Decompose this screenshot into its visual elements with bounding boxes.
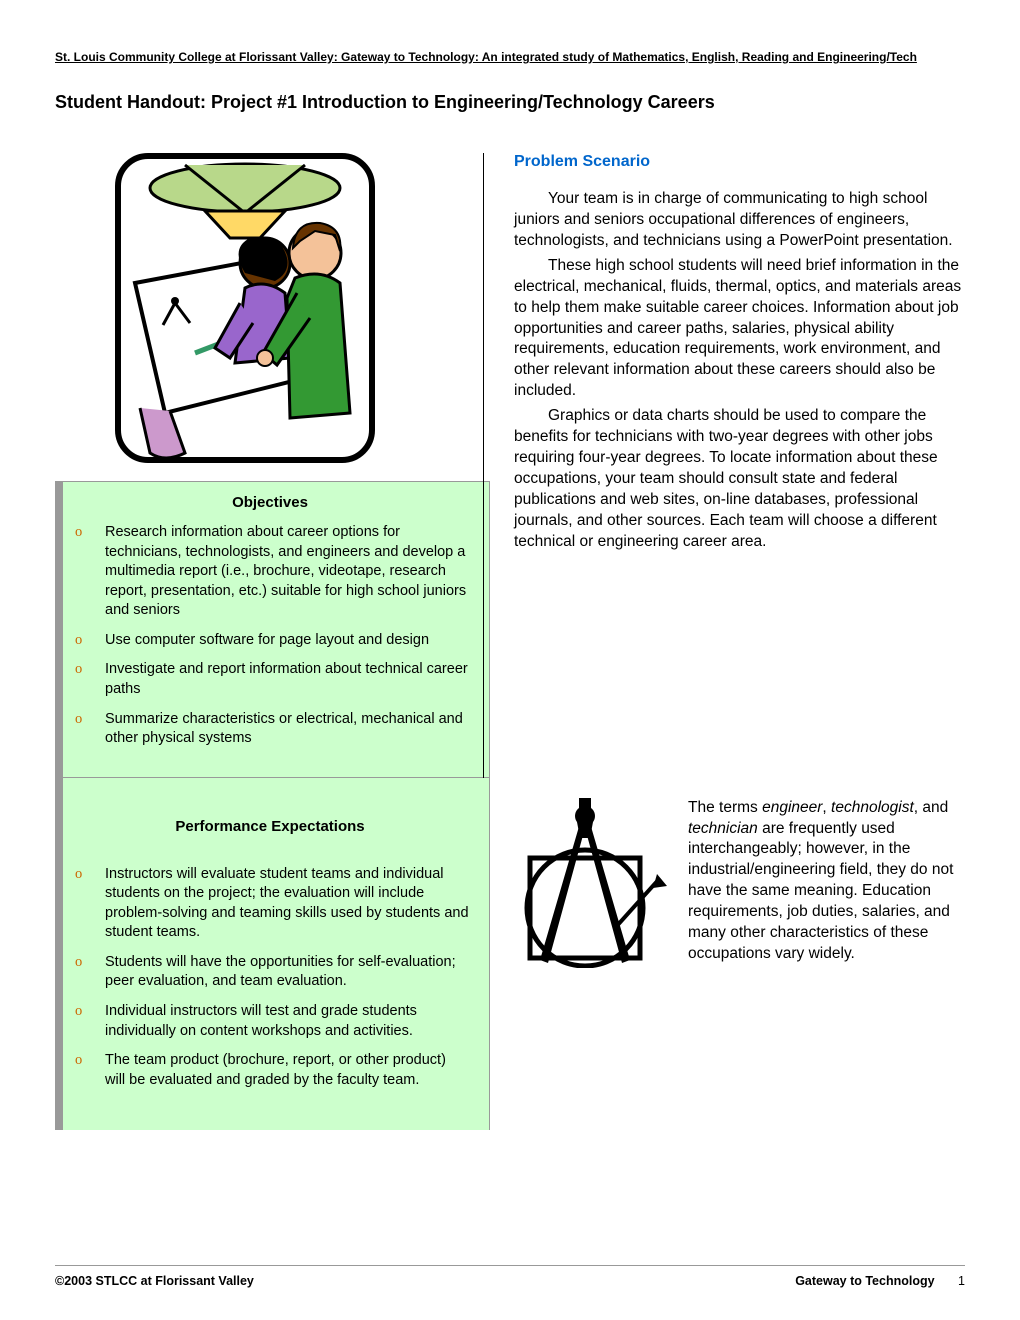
perf-text: Students will have the opportunities for… <box>105 953 469 992</box>
page-footer: ©2003 STLCC at Florissant Valley Gateway… <box>55 1265 965 1288</box>
bullet-icon: o <box>71 660 105 699</box>
bullet-icon: o <box>71 953 105 992</box>
list-item: oSummarize characteristics or electrical… <box>71 710 469 749</box>
terms-mid1: , <box>822 799 831 816</box>
scenario-p2: These high school students will need bri… <box>514 256 965 402</box>
term-engineer: engineer <box>762 799 822 816</box>
objectives-heading: Objectives <box>71 494 469 511</box>
scenario-p3: Graphics or data charts should be used t… <box>514 406 965 552</box>
objectives-box: Objectives oResearch information about c… <box>55 481 490 778</box>
right-column: Problem Scenario Your team is in charge … <box>483 153 965 778</box>
objective-text: Investigate and report information about… <box>105 660 469 699</box>
bullet-icon: o <box>71 523 105 621</box>
performance-heading: Performance Expectations <box>71 818 469 835</box>
perf-text: The team product (brochure, report, or o… <box>105 1051 469 1090</box>
list-item: oThe team product (brochure, report, or … <box>71 1051 469 1090</box>
list-item: oResearch information about career optio… <box>71 523 469 621</box>
performance-list: oInstructors will evaluate student teams… <box>71 865 469 1091</box>
bullet-icon: o <box>71 710 105 749</box>
drafting-illustration <box>115 153 375 463</box>
bullet-icon: o <box>71 1051 105 1090</box>
terms-paragraph: The terms engineer, technologist, and te… <box>688 798 965 1131</box>
left-column: Objectives oResearch information about c… <box>55 153 483 778</box>
terms-mid2: , and <box>914 799 948 816</box>
perf-text: Individual instructors will test and gra… <box>105 1002 469 1041</box>
objectives-list: oResearch information about career optio… <box>71 523 469 749</box>
list-item: oInstructors will evaluate student teams… <box>71 865 469 943</box>
top-row: Objectives oResearch information about c… <box>55 153 965 778</box>
term-technologist: technologist <box>831 799 914 816</box>
term-technician: technician <box>688 820 758 837</box>
objective-text: Summarize characteristics or electrical,… <box>105 710 469 749</box>
terms-suffix: are frequently used interchangeably; how… <box>688 820 953 963</box>
terms-section: The terms engineer, technologist, and te… <box>490 778 965 1131</box>
list-item: oIndividual instructors will test and gr… <box>71 1002 469 1041</box>
perf-text: Instructors will evaluate student teams … <box>105 865 469 943</box>
compass-icon <box>515 798 670 968</box>
scenario-p1: Your team is in charge of communicating … <box>514 189 965 252</box>
page-number: 1 <box>958 1274 965 1288</box>
bullet-icon: o <box>71 631 105 651</box>
page-title: Student Handout: Project #1 Introduction… <box>55 92 965 113</box>
objective-text: Research information about career option… <box>105 523 469 621</box>
bullet-icon: o <box>71 1002 105 1041</box>
scenario-heading: Problem Scenario <box>514 153 965 171</box>
footer-right: Gateway to Technology 1 <box>795 1274 965 1288</box>
list-item: oInvestigate and report information abou… <box>71 660 469 699</box>
list-item: oStudents will have the opportunities fo… <box>71 953 469 992</box>
terms-prefix: The terms <box>688 799 762 816</box>
bullet-icon: o <box>71 865 105 943</box>
list-item: oUse computer software for page layout a… <box>71 631 469 651</box>
performance-box: Performance Expectations oInstructors wi… <box>55 778 490 1131</box>
footer-right-text: Gateway to Technology <box>795 1274 934 1288</box>
footer-left: ©2003 STLCC at Florissant Valley <box>55 1274 254 1288</box>
objective-text: Use computer software for page layout an… <box>105 631 429 651</box>
header-underline: St. Louis Community College at Florissan… <box>55 50 965 64</box>
second-section: Performance Expectations oInstructors wi… <box>55 778 965 1131</box>
